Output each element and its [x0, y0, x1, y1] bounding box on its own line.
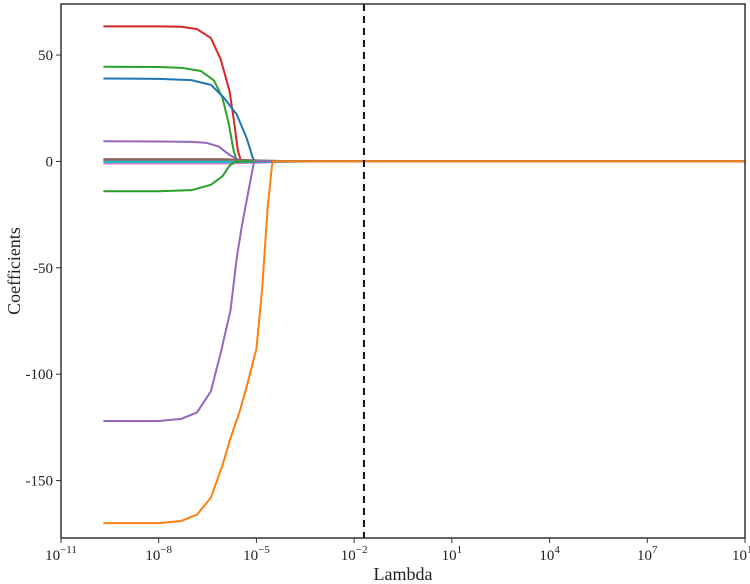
series-line-11 — [103, 160, 745, 525]
series-line-1 — [103, 25, 745, 163]
x-tick-label: 1010 — [732, 544, 750, 564]
x-axis-ticks: 10−11 10−8 10−5 10−2 101 104 107 1010 — [45, 538, 750, 564]
y-axis-title: Coefficients — [4, 227, 24, 315]
y-axis-ticks: 50 0 -50 -100 -150 — [26, 48, 61, 490]
x-tick-label: 10−11 — [45, 544, 77, 564]
y-tick-label: 0 — [46, 154, 54, 170]
x-tick-label: 10−2 — [341, 544, 368, 564]
y-tick-label: 50 — [38, 48, 53, 64]
y-tick-label: -100 — [26, 367, 54, 383]
series-line-9 — [103, 160, 745, 193]
plot-frame — [60, 3, 746, 539]
y-tick-label: -50 — [33, 261, 53, 277]
series-lines — [103, 25, 745, 525]
x-tick-label: 10−8 — [145, 544, 172, 564]
x-tick-label: 107 — [637, 544, 658, 564]
x-tick-label: 104 — [539, 544, 560, 564]
x-tick-label: 101 — [442, 544, 463, 564]
x-tick-label: 10−5 — [243, 544, 270, 564]
series-line-3 — [103, 77, 745, 163]
series-line-10 — [103, 160, 745, 422]
series-line-2 — [103, 65, 745, 163]
x-axis-title: Lambda — [374, 564, 433, 584]
y-tick-label: -150 — [26, 474, 54, 490]
